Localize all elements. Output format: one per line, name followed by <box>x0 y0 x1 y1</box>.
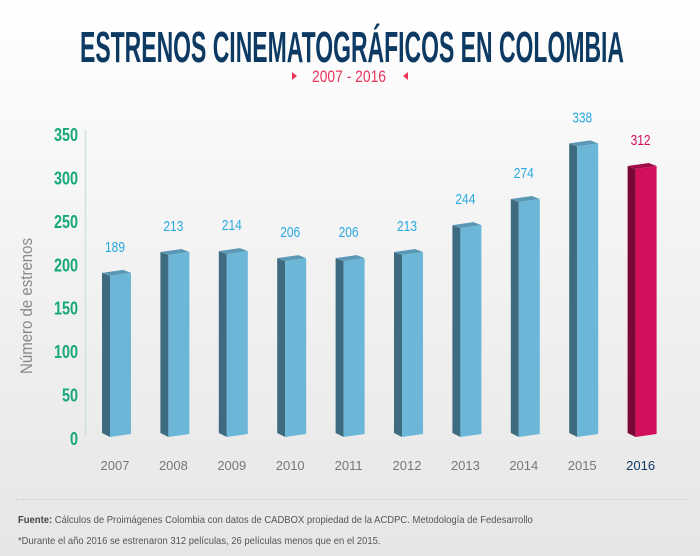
y-axis-label: Número de estrenos <box>17 238 36 374</box>
bar-front <box>226 251 248 437</box>
bar-front <box>110 272 131 437</box>
bar-side <box>510 199 519 437</box>
value-label: 213 <box>397 218 417 235</box>
chart-subtitle: 2007 - 2016 <box>312 67 386 86</box>
bar-side <box>160 251 169 437</box>
bar-side <box>452 225 461 437</box>
bar-front <box>577 143 599 437</box>
x-tick-label: 2012 <box>393 458 422 473</box>
bar-front <box>402 251 423 437</box>
bar-top <box>102 269 131 276</box>
bar-front <box>460 225 482 437</box>
bar-2008: 213 2008 <box>159 218 190 473</box>
x-tick-label: 2010 <box>276 458 305 473</box>
x-tick-label: 2015 <box>568 458 597 473</box>
footer-divider <box>16 499 690 500</box>
bar-front <box>635 166 657 437</box>
bar-2016: 312 2016 <box>626 132 657 473</box>
footer-note: *Durante el año 2016 se estrenaron 312 p… <box>18 535 381 547</box>
bar-top <box>569 140 599 147</box>
left-arrow-icon <box>403 72 408 80</box>
source-label: Fuente: <box>18 514 53 526</box>
value-label: 189 <box>105 239 125 256</box>
bar-chart: ESTRENOS CINEMATOGRÁFICOS EN COLOMBIA 20… <box>17 22 657 473</box>
bar-2010: 206 2010 <box>276 224 307 473</box>
y-tick-label: 0 <box>70 429 78 449</box>
x-tick-label: 2016 <box>626 458 655 473</box>
value-label: 214 <box>222 217 242 234</box>
value-label: 244 <box>455 191 475 208</box>
bar-top <box>335 255 365 262</box>
bar-side <box>394 251 402 437</box>
value-label: 312 <box>631 132 651 149</box>
bar-front <box>168 251 190 437</box>
value-label: 213 <box>163 218 183 235</box>
y-tick-label: 100 <box>54 342 78 362</box>
bar-top <box>160 248 190 255</box>
y-tick-label: 300 <box>54 168 78 188</box>
value-label: 338 <box>572 109 592 126</box>
x-tick-label: 2014 <box>509 458 538 473</box>
bar-top <box>510 196 540 203</box>
x-tick-label: 2013 <box>451 458 480 473</box>
footer-source: Fuente: Cálculos de Proimágenes Colombia… <box>18 514 533 526</box>
value-label: 206 <box>280 224 300 241</box>
bar-side <box>569 143 578 437</box>
value-label: 206 <box>339 224 359 241</box>
bar-top <box>218 248 248 255</box>
bar-front <box>518 199 540 437</box>
y-tick-label: 200 <box>54 255 78 275</box>
y-tick-label: 350 <box>54 125 78 145</box>
bar-2007: 189 2007 <box>101 239 131 473</box>
source-text: Cálculos de Proimágenes Colombia con dat… <box>52 514 533 526</box>
x-tick-label: 2008 <box>159 458 188 473</box>
bar-top <box>452 222 482 229</box>
bar-top <box>627 163 657 170</box>
y-tick-label: 50 <box>62 386 78 406</box>
bar-side <box>102 272 110 437</box>
bar-2014: 274 2014 <box>509 165 540 473</box>
x-tick-label: 2009 <box>217 458 246 473</box>
chart-title: ESTRENOS CINEMATOGRÁFICOS EN COLOMBIA <box>80 22 624 72</box>
bar-side <box>335 258 344 437</box>
value-label: 274 <box>514 165 534 182</box>
y-tick-label: 150 <box>54 299 78 319</box>
bar-side <box>627 166 636 437</box>
bar-2013: 244 2013 <box>451 191 482 473</box>
bar-side <box>218 251 227 437</box>
y-tick-label: 250 <box>54 212 78 232</box>
right-arrow-icon <box>292 72 297 80</box>
bar-front <box>343 258 365 437</box>
bar-top <box>394 248 423 255</box>
bar-side <box>277 258 286 437</box>
x-tick-label: 2007 <box>101 458 130 473</box>
bar-2015: 338 2015 <box>568 109 599 473</box>
bar-top <box>277 255 307 262</box>
bar-2012: 213 2012 <box>393 218 423 473</box>
x-tick-label: 2011 <box>335 458 363 473</box>
bar-2009: 214 2009 <box>217 217 248 473</box>
bar-front <box>285 258 307 437</box>
bar-2011: 206 2011 <box>335 224 365 473</box>
